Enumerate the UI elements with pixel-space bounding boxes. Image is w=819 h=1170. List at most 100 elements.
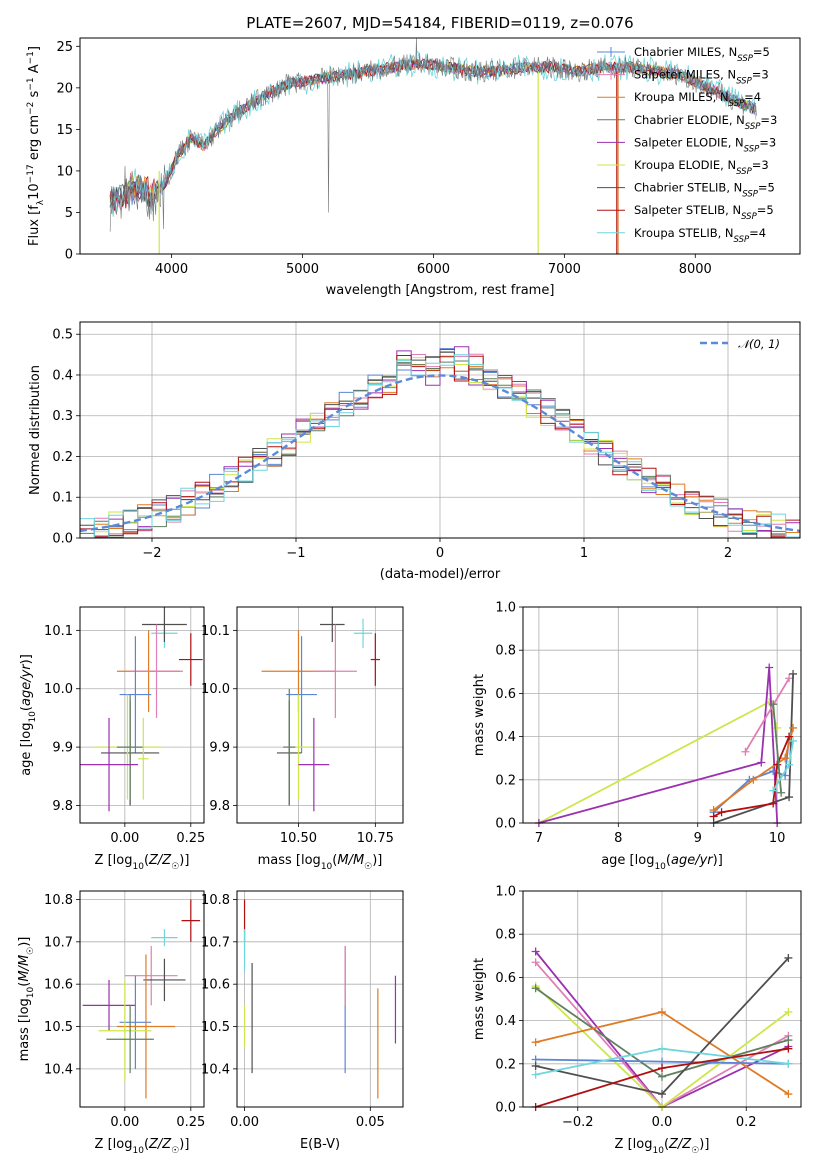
weight_vs_Z-xlabel: Z [log10(Z/Z☉)] — [615, 1137, 710, 1156]
residuals-axes-border — [79, 321, 801, 539]
series-marker — [717, 808, 726, 817]
age_vs_Z-xtick-label: 0.00 — [110, 831, 139, 846]
spectrum-xtick-label: 4000 — [155, 262, 188, 277]
age_vs_mass-xlabel-part: )] — [372, 853, 382, 868]
legend-entry-tail: =4 — [744, 90, 761, 104]
spectrum-xtick-label: 5000 — [286, 262, 319, 277]
series-line-salpeter_miles — [744, 677, 790, 753]
spectrum-ytick-label: 15 — [56, 123, 73, 138]
age_vs_Z-ylabel-part: ( — [19, 706, 34, 711]
spectrum-ylabel-part: Flux [f — [27, 205, 42, 246]
age_vs_Z-ytick-label: 9.9 — [52, 741, 73, 756]
mass_vs_ebv-axes-border — [236, 890, 404, 1108]
age_vs_Z-ytick-label: 9.8 — [52, 799, 73, 814]
mass_vs_ebv-ytick-label: 10.6 — [201, 978, 230, 993]
weight_vs_Z-xlabel-part: Z [log — [615, 1137, 653, 1152]
mass_vs_Z-xlabel-part: Z [log — [95, 1137, 133, 1152]
weight_vs_age-ytick-label: 0.4 — [495, 730, 516, 745]
weight_vs_Z-xtick-label: 0.0 — [652, 1115, 673, 1130]
series-marker — [658, 1044, 666, 1053]
weight_vs_Z-ytick-label: 0.4 — [495, 1014, 516, 1029]
series-marker — [531, 984, 540, 993]
residuals-ytick-label: 0.5 — [52, 328, 73, 343]
series-marker — [709, 812, 718, 821]
weight_vs_age-ytick-label: 0.2 — [495, 773, 516, 788]
spectrum-ylabel-part: λ — [36, 199, 46, 205]
weight_vs_Z-axes-border — [522, 890, 802, 1108]
mass_vs_ebv-ytick-label: 10.5 — [201, 1020, 230, 1035]
legend-entry: Chabrier ELODIE, NSSP=3 — [634, 113, 777, 132]
age_vs_Z-xlabel-part: )] — [179, 853, 189, 868]
series-marker — [531, 1038, 540, 1047]
age_vs_Z-xtick-label: 0.25 — [176, 831, 205, 846]
weight_vs_age-xlabel-part: ( — [666, 853, 671, 868]
mass_vs_Z-xlabel: Z [log10(Z/Z☉)] — [95, 1137, 190, 1156]
spectrum-ylabel-part: −2 — [26, 102, 36, 115]
legend-entry-sub: SSP — [734, 235, 750, 245]
spectrum-panel: 4000 5000 6000 7000 8000 0 5 10 15 20 25 PLATE=2607… — [26, 14, 801, 298]
age_vs_mass-xlabel-part: ☉ — [364, 862, 372, 872]
legend-entry: Salpeter STELIB, NSSP=5 — [634, 203, 774, 222]
series-marker — [785, 732, 794, 741]
spectrum-ylabel-part: −1 — [26, 51, 36, 64]
legend-entry-main: Chabrier MILES, N — [634, 45, 737, 59]
residuals-xtick-label: −2 — [142, 546, 161, 561]
legend-entry-tail: =3 — [760, 113, 777, 127]
residuals-plot-area — [80, 346, 800, 538]
legend-entry-tail: =3 — [759, 135, 776, 149]
age_vs_mass-panel: 10.50 10.75 9.8 9.9 10.0 10.1 mass [log10(M/M☉… — [201, 606, 404, 872]
series-marker — [531, 1061, 540, 1070]
series-marker — [781, 754, 790, 763]
series-marker — [784, 1044, 793, 1053]
spectrum-ylabel-part: 10 — [27, 183, 42, 200]
age_vs_mass-axes-border — [236, 606, 404, 824]
residuals-ytick-label: 0.2 — [52, 450, 73, 465]
mass_vs_ebv-ytick-label: 10.8 — [201, 893, 230, 908]
spectrum-ylabel-part: erg cm — [27, 115, 42, 164]
legend-entry: Salpeter MILES, NSSP=3 — [634, 68, 769, 87]
age_vs_Z-xlabel-part: ☉ — [171, 862, 179, 872]
weight_vs_Z-xlabel-part: ☉ — [691, 1146, 699, 1156]
series-marker — [531, 947, 540, 956]
weight_vs_age-plot-area — [534, 663, 798, 827]
spectrum-xtick-label: 6000 — [417, 262, 450, 277]
mass_vs_Z-xlabel-part: 10 — [132, 1146, 144, 1156]
series-marker — [531, 1070, 540, 1079]
weight_vs_age-xlabel-part: age [log — [601, 853, 654, 868]
mass_vs_Z-ylabel-part: ( — [17, 982, 32, 987]
mass_vs_ebv-ytick-label: 10.4 — [201, 1062, 230, 1077]
series-line-salpeter_elodie — [538, 667, 779, 824]
mass_vs_Z-xtick-label: 0.00 — [110, 1115, 139, 1130]
series-marker — [789, 736, 798, 745]
legend-entry-tail: =5 — [757, 203, 774, 217]
histogram-chabrier_stelib — [80, 351, 800, 538]
spectrum-ylabel-part: −1 — [26, 77, 36, 90]
series-marker — [784, 1059, 793, 1068]
legend-entry-tail: =3 — [752, 158, 769, 172]
legend-entry-main: Chabrier STELIB, N — [634, 181, 742, 195]
legend-entry: Kroupa ELODIE, NSSP=3 — [634, 158, 769, 177]
normal-curve — [80, 374, 800, 533]
series-marker — [785, 760, 794, 769]
age_vs_mass-grid — [237, 607, 403, 823]
series-marker — [757, 758, 766, 767]
series-marker — [784, 953, 793, 962]
legend-entry: Kroupa STELIB, NSSP=4 — [634, 226, 766, 245]
age_vs_Z-ylabel-part: age/yr — [19, 663, 34, 706]
histogram-steps — [80, 346, 800, 538]
series-marker — [773, 760, 782, 769]
weight_vs_age-ytick-label: 0.0 — [495, 817, 516, 832]
weight_vs_Z-xtick-label: −0.2 — [562, 1115, 594, 1130]
legend-entry-tail: =5 — [753, 45, 770, 59]
weight_vs_age-xlabel-part: age/yr — [671, 853, 714, 868]
residuals-xtick-label: 0 — [436, 546, 444, 561]
spectrum-ylabel: Flux [fλ10−17 erg cm−2 s−1 A−1] — [26, 46, 46, 246]
weight_vs_age-grid — [523, 606, 801, 824]
mass_vs_Z-ylabel-part: M/M — [17, 955, 32, 982]
weight_vs_Z-ylabel: mass weight — [472, 958, 487, 1040]
spectrum-xlabel: wavelength [Angstrom, rest frame] — [326, 283, 555, 298]
spectrum-axes-border — [79, 37, 801, 255]
legend-entry-sub: SSP — [737, 54, 753, 64]
series-line-kroupa_miles — [713, 727, 794, 811]
